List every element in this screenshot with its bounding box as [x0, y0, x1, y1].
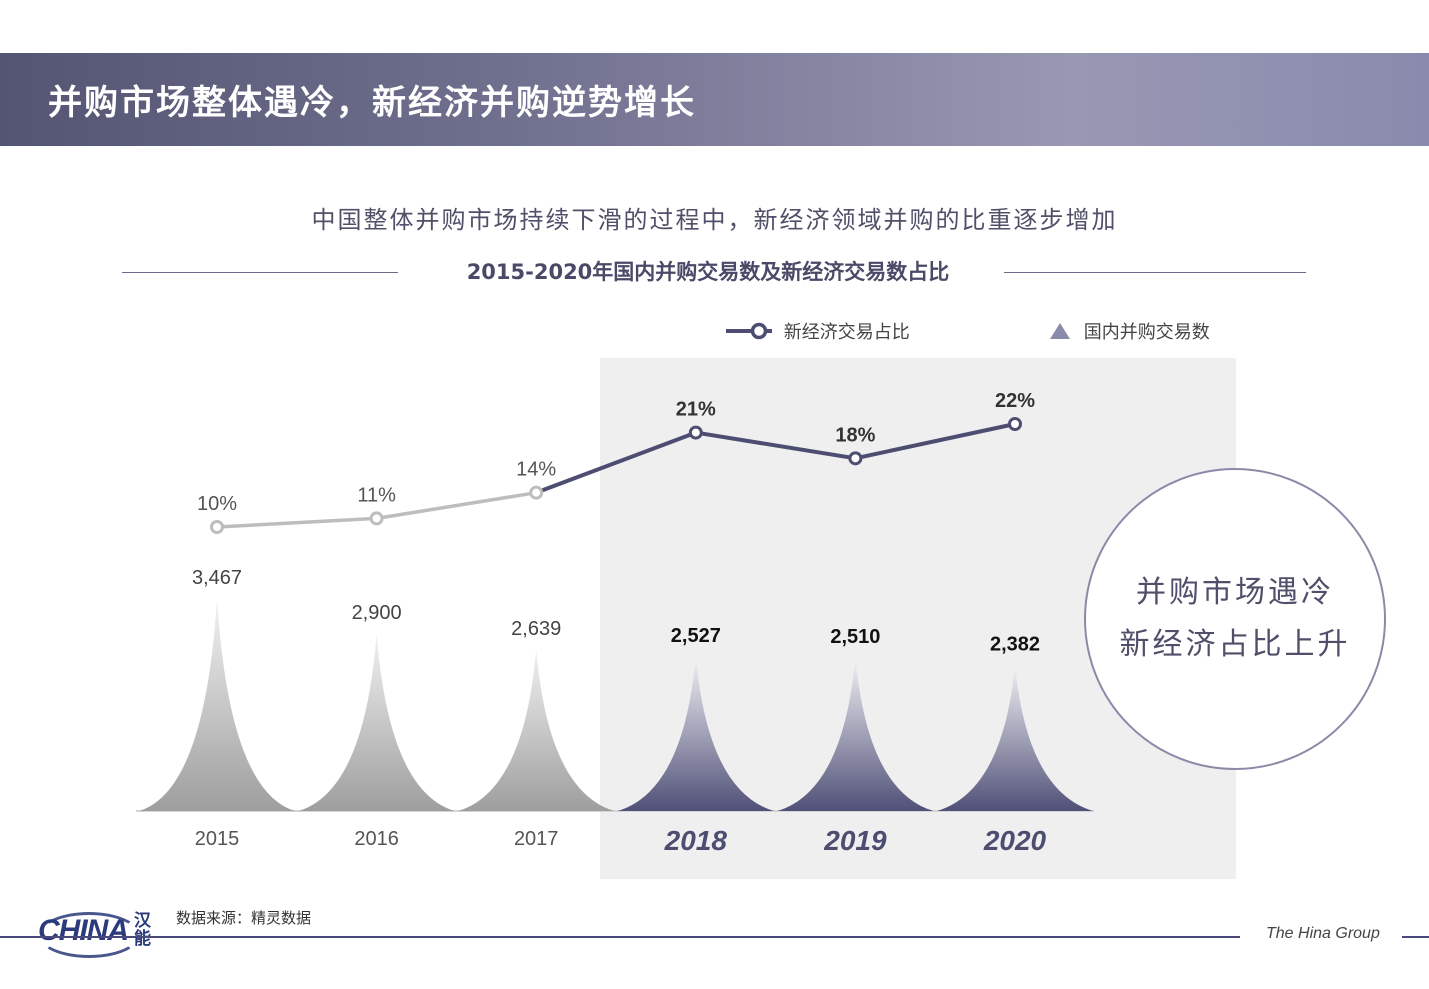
logo-text: CHINA — [38, 914, 129, 947]
line-value-label: 18% — [835, 424, 875, 446]
line-segment — [216, 516, 377, 529]
subtitle: 中国整体并购市场持续下滑的过程中，新经济领域并购的比重逐步增加 — [311, 206, 1118, 234]
footer-brand: The Hina Group — [1266, 925, 1380, 942]
divider — [122, 272, 398, 273]
triangle-icon — [1050, 323, 1070, 339]
data-source: 数据来源：精灵数据 — [176, 909, 312, 927]
header-bar: 并购市场整体遇冷，新经济并购逆势增长 — [0, 53, 1429, 146]
chart-title: 2015-2020年国内并购交易数及新经济交易数占比 — [466, 260, 950, 284]
line-point-2019 — [848, 451, 863, 466]
line-segment — [695, 430, 856, 461]
bar-value-label: 3,467 — [192, 567, 242, 589]
footer-divider — [0, 936, 1240, 938]
bar-value-label: 2,639 — [511, 618, 561, 640]
divider — [1004, 272, 1306, 273]
x-tick-label: 2019 — [823, 825, 887, 856]
bar-2019 — [777, 656, 934, 811]
x-tick-label: 2015 — [195, 828, 240, 850]
page-title: 并购市场整体遇冷，新经济并购逆势增长 — [48, 83, 696, 123]
line-point-2018 — [688, 425, 703, 440]
line-value-label: 22% — [995, 390, 1035, 412]
logo-wordmark: HINA — [58, 914, 129, 947]
legend-label-bar: 国内并购交易数 — [1083, 322, 1210, 343]
line-point-2016 — [369, 511, 384, 526]
line-segment — [535, 430, 697, 495]
x-tick-label: 2020 — [983, 825, 1047, 856]
footer-divider — [1402, 936, 1429, 938]
bar-value-label: 2,510 — [830, 626, 880, 648]
line-point-2020 — [1008, 417, 1022, 431]
bar-value-label: 2,900 — [352, 602, 402, 624]
bar-2017 — [458, 648, 615, 811]
bar-2020 — [937, 664, 1093, 811]
takeaway-line-2: 新经济占比上升 — [1119, 627, 1351, 662]
line-marker-icon — [726, 322, 772, 340]
chart-title-row: 2015-2020年国内并购交易数及新经济交易数占比 — [122, 256, 1306, 290]
legend-item-bar: 国内并购交易数 — [1048, 318, 1210, 346]
legend-item-line: 新经济交易占比 — [726, 318, 910, 346]
bar-2015 — [139, 598, 295, 811]
bar-2016 — [298, 632, 455, 811]
line-value-label: 14% — [516, 459, 556, 481]
takeaway-callout: 并购市场遇冷 新经济占比上升 — [1084, 468, 1386, 770]
bar-value-label: 2,382 — [990, 634, 1040, 656]
legend-label-line: 新经济交易占比 — [783, 322, 910, 343]
x-tick-label: 2018 — [664, 825, 728, 856]
bar-value-label: 2,527 — [671, 625, 721, 647]
line-segment — [376, 490, 537, 521]
line-value-label: 10% — [197, 493, 237, 515]
line-value-label: 11% — [357, 484, 396, 506]
line-point-2017 — [529, 485, 544, 500]
logo-swoosh — [38, 912, 140, 958]
logo-cn: 汉能 — [134, 911, 151, 949]
bar-2018 — [617, 655, 774, 811]
line-segment — [854, 422, 1016, 461]
line-value-label: 21% — [676, 399, 716, 421]
x-tick-label: 2017 — [514, 828, 559, 850]
takeaway-line-1: 并购市场遇冷 — [1136, 575, 1334, 610]
x-tick-label: 2016 — [354, 828, 399, 850]
line-point-2015 — [210, 520, 224, 534]
